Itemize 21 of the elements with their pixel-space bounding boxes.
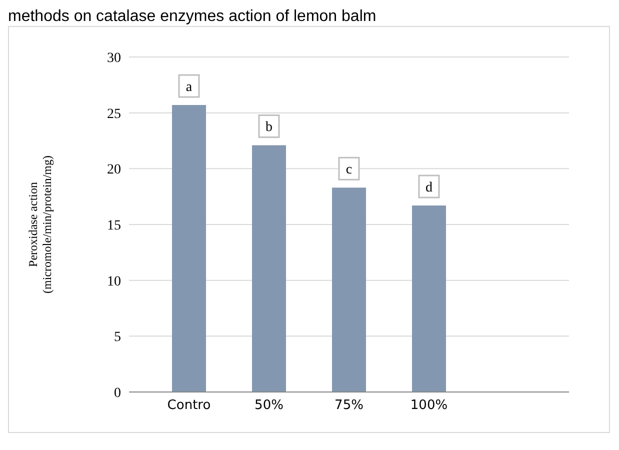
annotation: b	[266, 120, 272, 136]
y-tick-label: 10	[107, 274, 121, 290]
bar	[172, 105, 206, 392]
y-tick-label: 15	[107, 218, 121, 234]
x-tick-label: 100%	[410, 398, 448, 414]
annotation: a	[186, 80, 193, 96]
chart-title: methods on catalase enzymes action of lemon balm	[8, 8, 378, 26]
annotation: c	[346, 162, 352, 178]
y-tick-label: 25	[107, 106, 121, 122]
y-axis-title: Peroxidase action (micromole/min/protein/mg)	[26, 156, 54, 294]
y-tick-label: 0	[114, 386, 121, 401]
annotation: d	[426, 180, 432, 196]
x-tick-label: 75%	[334, 398, 364, 414]
bar	[412, 206, 446, 392]
y-tick-label: 30	[107, 50, 121, 66]
x-tick-label: 50%	[254, 398, 284, 414]
bar	[332, 188, 366, 392]
x-tick-label: Contro	[167, 398, 211, 414]
bar	[252, 145, 286, 392]
y-tick-label: 5	[114, 330, 121, 346]
y-tick-label: 20	[107, 162, 121, 178]
